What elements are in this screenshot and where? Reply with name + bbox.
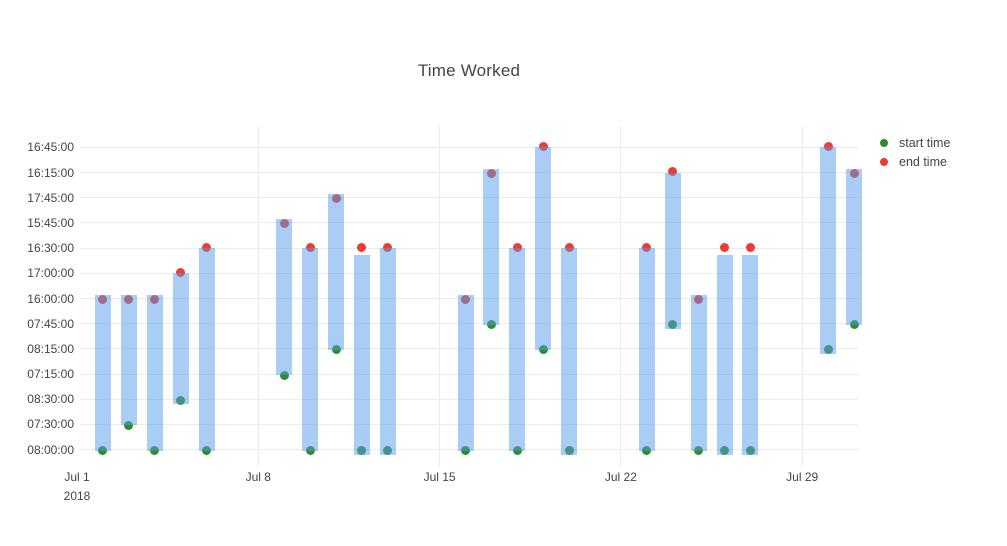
start-time-marker[interactable] <box>202 446 211 456</box>
end-time-marker[interactable] <box>202 242 211 252</box>
start-time-marker[interactable] <box>512 446 522 456</box>
chart-title: Time Worked <box>417 61 521 80</box>
x-tick-label: Jul 22 <box>604 470 637 484</box>
y-tick-label: 16:00:00 <box>27 291 74 306</box>
h-gridline <box>80 247 858 249</box>
end-time-marker[interactable] <box>538 141 548 151</box>
y-tick-label: 08:15:00 <box>27 341 74 356</box>
y-tick-label: 16:15:00 <box>27 165 74 180</box>
start-time-marker[interactable] <box>694 446 704 456</box>
legend-item-start-time[interactable]: start time <box>880 133 950 152</box>
time-worked-bar[interactable] <box>276 218 293 376</box>
legend-label-end-time: end time <box>899 154 947 169</box>
end-time-marker[interactable] <box>564 242 574 252</box>
h-gridline <box>80 172 858 174</box>
time-worked-bar[interactable] <box>457 294 474 451</box>
end-time-marker[interactable] <box>176 267 186 277</box>
start-time-marker[interactable] <box>279 370 289 380</box>
time-worked-bar[interactable] <box>535 147 552 350</box>
time-worked-bar[interactable] <box>172 273 189 405</box>
end-time-marker[interactable] <box>383 242 393 252</box>
time-worked-bar[interactable] <box>664 172 681 329</box>
legend-label-start-time: start time <box>899 135 951 150</box>
time-worked-bar[interactable] <box>483 168 500 325</box>
y-tick-label: 08:30:00 <box>27 392 74 407</box>
time-worked-bar[interactable] <box>716 255 733 455</box>
h-gridline <box>80 272 858 274</box>
time-worked-bar[interactable] <box>198 248 215 451</box>
time-worked-bar[interactable] <box>690 294 707 451</box>
end-time-marker[interactable] <box>305 242 315 252</box>
y-tick-label: 17:45:00 <box>27 190 74 205</box>
time-worked-bar[interactable] <box>302 248 319 451</box>
start-time-marker[interactable] <box>305 446 315 456</box>
start-time-marker[interactable] <box>331 345 341 355</box>
v-gridline <box>257 126 259 467</box>
time-worked-bar[interactable] <box>820 147 837 354</box>
y-tick-label: 17:00:00 <box>27 266 74 281</box>
x-tick-label: Jul 15 <box>423 470 456 484</box>
start-time-marker[interactable] <box>124 420 134 430</box>
end-time-marker[interactable] <box>720 242 729 252</box>
v-gridline <box>801 126 803 467</box>
y-tick-label: 07:15:00 <box>27 367 74 382</box>
end-time-marker[interactable] <box>823 141 833 151</box>
x-tick-sublabel: 2018 <box>63 489 91 503</box>
end-time-marker[interactable] <box>668 167 678 177</box>
time-worked-bar[interactable] <box>146 294 163 451</box>
end-time-marker[interactable] <box>642 242 652 252</box>
time-worked-bar[interactable] <box>742 255 759 455</box>
time-worked-bar[interactable] <box>509 248 526 451</box>
y-tick-label: 16:45:00 <box>27 140 74 155</box>
v-gridline <box>620 126 622 467</box>
y-tick-label: 07:45:00 <box>27 316 74 331</box>
time-worked-bar[interactable] <box>353 255 370 455</box>
x-tick-label: Jul 29 <box>786 470 819 484</box>
time-worked-bar[interactable] <box>638 248 655 451</box>
start-time-marker[interactable] <box>486 320 496 330</box>
end-time-legend-dot <box>880 157 888 166</box>
y-tick-label: 08:00:00 <box>27 442 74 457</box>
time-worked-bar[interactable] <box>561 248 578 455</box>
legend: start time end time <box>880 133 950 171</box>
start-time-legend-dot <box>880 138 888 147</box>
start-time-marker[interactable] <box>150 446 160 456</box>
h-gridline <box>80 146 858 148</box>
time-worked-bar[interactable] <box>328 193 344 350</box>
legend-item-end-time[interactable]: end time <box>880 152 950 171</box>
start-time-marker[interactable] <box>461 446 470 456</box>
time-worked-bar[interactable] <box>846 168 862 325</box>
end-time-marker[interactable] <box>512 242 522 252</box>
end-time-marker[interactable] <box>745 242 755 252</box>
h-gridline <box>80 197 858 199</box>
start-time-marker[interactable] <box>538 345 548 355</box>
x-tick-label: Jul 8 <box>245 470 271 484</box>
time-worked-bar[interactable] <box>379 248 396 455</box>
start-time-marker[interactable] <box>849 320 859 330</box>
y-tick-label: 07:30:00 <box>27 417 74 432</box>
time-worked-bar[interactable] <box>94 294 111 451</box>
start-time-marker[interactable] <box>98 446 108 456</box>
v-gridline <box>439 126 441 467</box>
h-gridline <box>80 222 858 224</box>
time-worked-bar[interactable] <box>120 294 137 426</box>
x-tick-label: Jul 1 <box>64 470 90 484</box>
y-tick-label: 16:30:00 <box>27 241 74 256</box>
y-tick-label: 15:45:00 <box>27 215 74 230</box>
end-time-marker[interactable] <box>357 242 367 252</box>
start-time-marker[interactable] <box>642 446 652 456</box>
